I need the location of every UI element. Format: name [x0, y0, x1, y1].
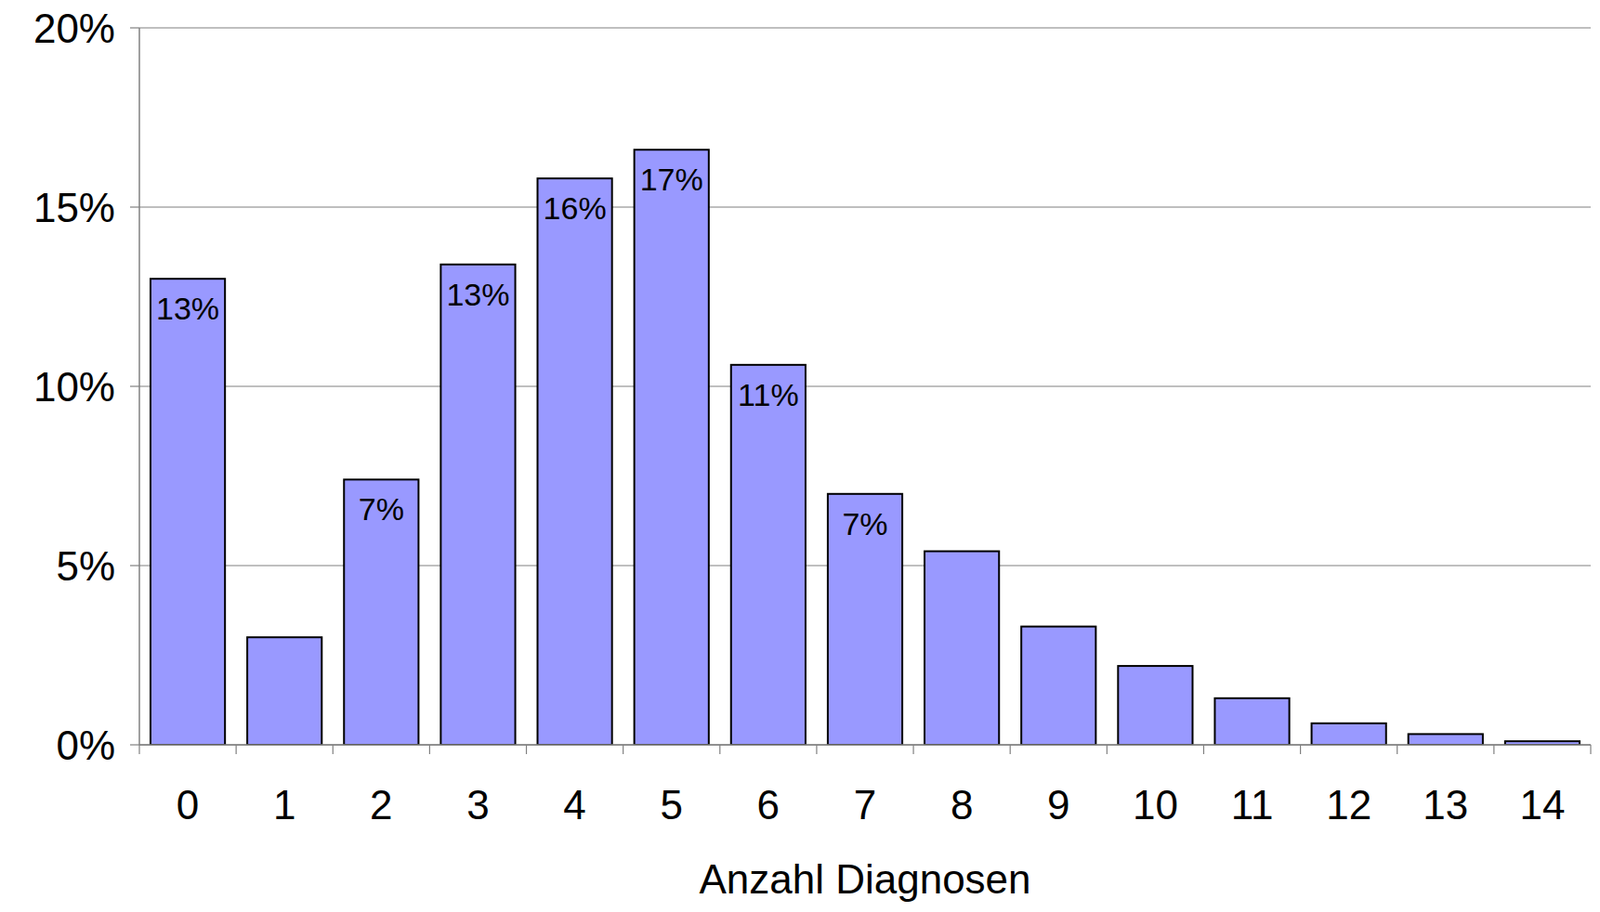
y-tick: [130, 26, 140, 28]
bar: [731, 365, 806, 746]
x-tick-label: 6: [757, 782, 780, 828]
x-tick-label: 12: [1325, 782, 1372, 828]
bars: [150, 149, 1580, 746]
bar: [924, 551, 999, 746]
bar: [150, 278, 225, 746]
data-label: 7%: [841, 506, 888, 542]
x-tick: [719, 745, 721, 755]
x-tick: [236, 745, 237, 755]
x-tick-label: 0: [176, 782, 199, 828]
x-tick: [1589, 745, 1591, 755]
data-labels: 13% 7% 13% 16% 17% 11% 7%: [156, 161, 889, 542]
bar: [247, 637, 322, 746]
x-tick: [815, 745, 817, 755]
data-label: 13%: [445, 276, 510, 313]
x-tick-label: 2: [369, 782, 393, 828]
y-tick: [130, 206, 140, 208]
x-axis: 01234567891011121314: [139, 745, 1591, 828]
data-label: 13%: [156, 290, 220, 327]
y-tick-label: 10%: [33, 364, 116, 410]
y-tick-label: 0%: [55, 722, 116, 769]
y-axis: 0% 5% 10% 15% 20%: [33, 5, 140, 769]
x-axis-title: Anzahl Diagnosen: [698, 856, 1031, 903]
bar: [1214, 698, 1289, 746]
y-tick: [130, 564, 140, 566]
data-label: 16%: [543, 190, 607, 226]
x-tick-label: 7: [853, 782, 877, 828]
x-tick: [622, 745, 624, 755]
x-tick-label: 10: [1132, 782, 1179, 828]
y-tick-label: 20%: [33, 5, 116, 52]
x-tick: [525, 745, 527, 755]
y-axis-line: [138, 27, 141, 746]
y-tick: [130, 744, 140, 746]
grid-line: [139, 744, 1591, 746]
x-tick: [1106, 745, 1108, 755]
x-tick: [1396, 745, 1398, 755]
bar: [440, 264, 515, 746]
y-tick-label: 5%: [55, 543, 116, 590]
x-tick: [138, 745, 140, 755]
x-tick-label: 4: [563, 782, 586, 828]
bar: [827, 494, 903, 746]
bar: [634, 149, 709, 746]
data-label: 7%: [358, 491, 405, 527]
chart-container: 0%5%10%15%20%0123456789101112131413%7%13…: [0, 0, 1600, 912]
x-tick-label: 13: [1422, 782, 1469, 828]
x-tick-label: 14: [1519, 782, 1565, 828]
grid-line: [139, 206, 1591, 208]
x-tick: [912, 745, 914, 755]
x-tick: [429, 745, 431, 755]
data-label: 17%: [640, 161, 704, 197]
grid-line: [139, 385, 1591, 387]
bar: [537, 178, 613, 746]
x-tick: [332, 745, 334, 755]
x-tick: [1203, 745, 1205, 755]
chart-svg: 0%5%10%15%20%0123456789101112131413%7%13…: [0, 0, 1600, 912]
bar: [1408, 734, 1483, 746]
bar: [1021, 627, 1096, 746]
x-tick: [1299, 745, 1301, 755]
x-tick-label: 8: [950, 782, 973, 828]
x-tick: [1493, 745, 1495, 755]
x-tick-label: 9: [1047, 782, 1070, 828]
x-tick: [1009, 745, 1011, 755]
grid-line: [139, 26, 1591, 28]
bar: [1311, 723, 1387, 746]
grid: [139, 27, 1591, 746]
x-tick-label: 1: [273, 782, 296, 828]
y-tick: [130, 385, 140, 387]
bar: [1117, 666, 1193, 746]
data-label: 11%: [737, 377, 800, 413]
x-tick-label: 5: [659, 782, 682, 828]
x-tick-label: 3: [466, 782, 489, 828]
bar: [343, 479, 419, 746]
y-tick-label: 15%: [33, 184, 116, 231]
x-axis-line: [139, 744, 1591, 747]
x-tick-label: 11: [1231, 782, 1274, 828]
